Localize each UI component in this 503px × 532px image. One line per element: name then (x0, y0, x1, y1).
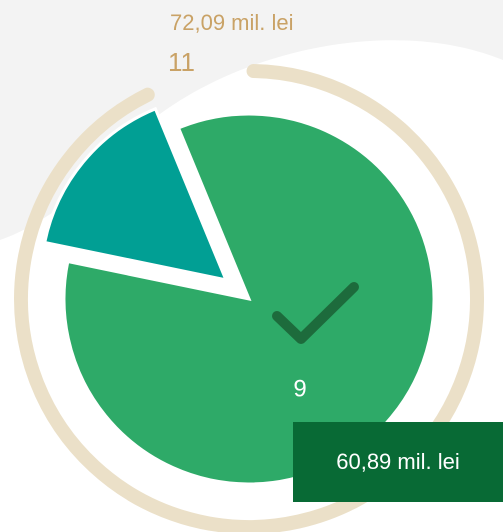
background-shape (0, 0, 503, 240)
pie-slice (42, 106, 229, 282)
pie-slice (62, 112, 436, 486)
total-count: 11 (168, 47, 195, 77)
slice-count: 9 (293, 375, 306, 402)
label-box (293, 422, 503, 502)
slice-value-label: 60,89 mil. lei (336, 449, 460, 474)
checkmark (272, 282, 359, 344)
outer-ring (14, 64, 484, 532)
total-amount: 72,09 mil. lei (170, 10, 294, 35)
pie (42, 106, 436, 486)
